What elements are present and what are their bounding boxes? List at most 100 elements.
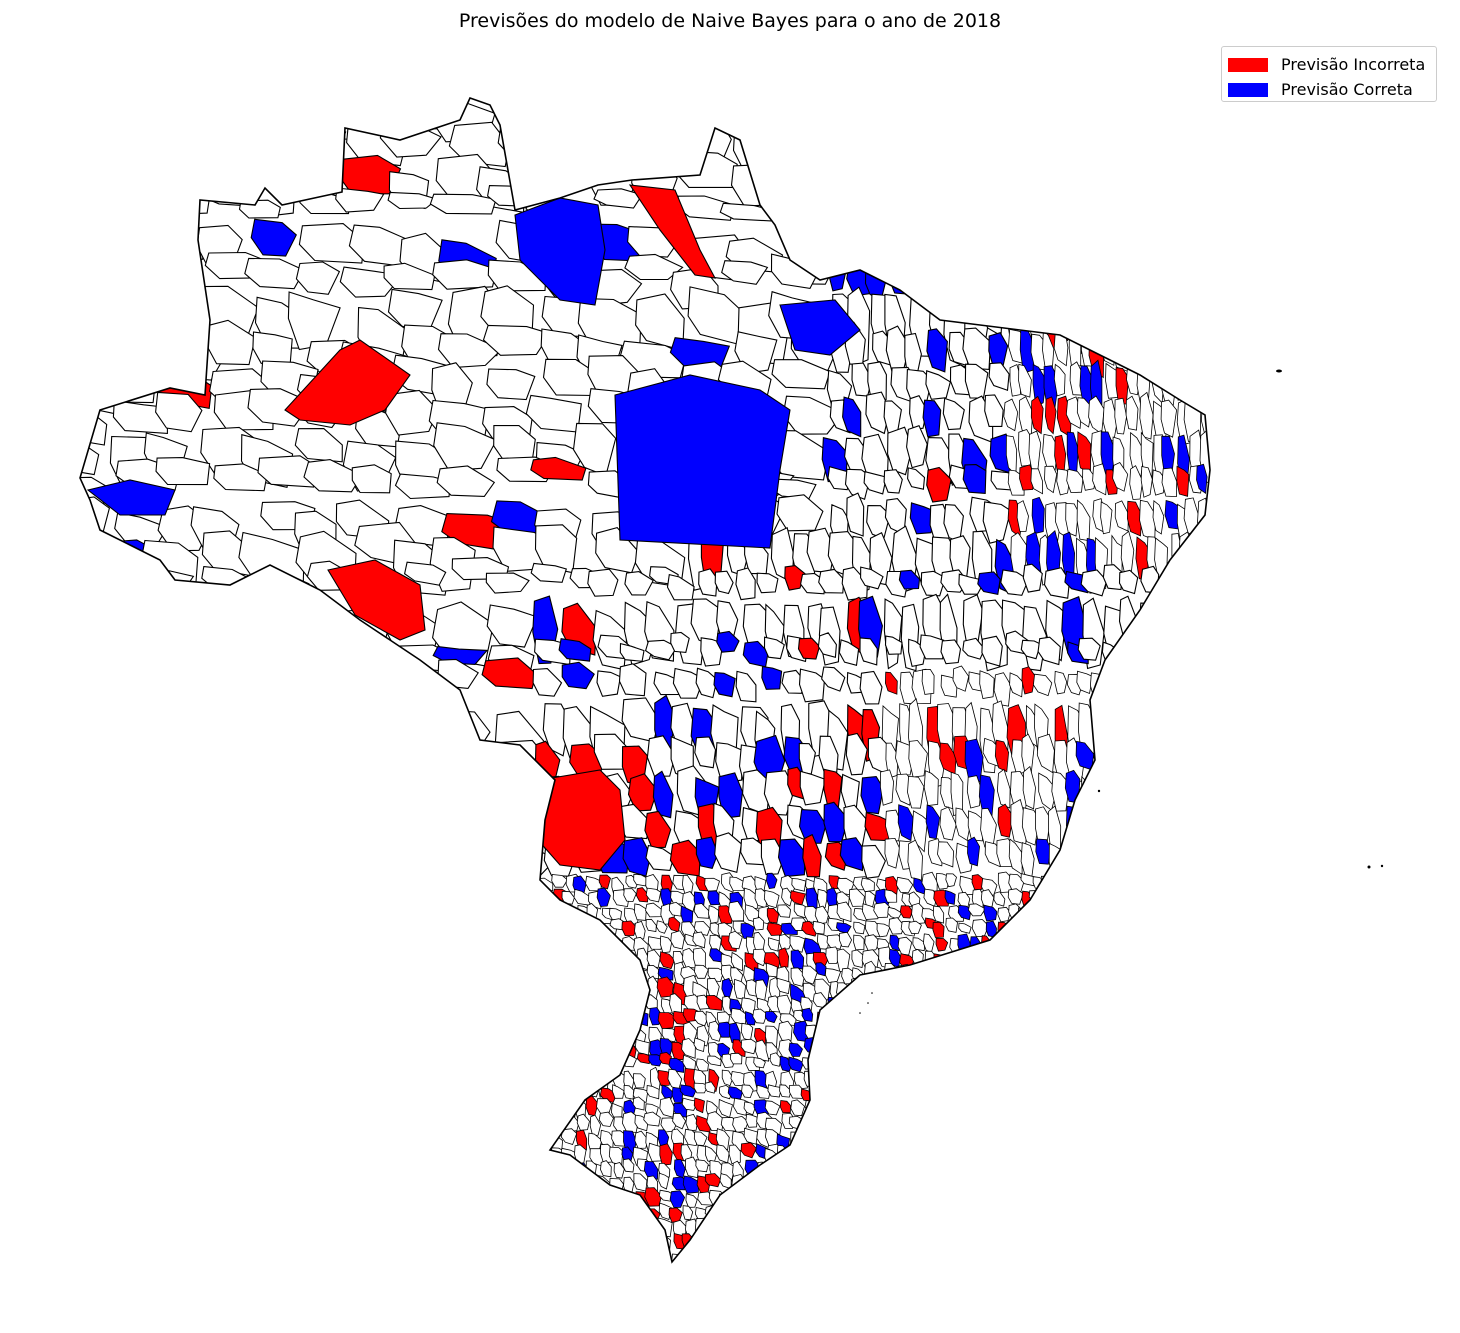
municipality: [872, 1027, 888, 1047]
municipality: [93, 921, 105, 934]
municipality: [436, 737, 480, 777]
municipality: [1008, 1234, 1025, 1254]
municipality: [1069, 1008, 1087, 1022]
municipality: [1066, 887, 1081, 906]
municipality: [925, 1251, 942, 1262]
municipality: [643, 1160, 659, 1180]
municipality: [1075, 1012, 1090, 1030]
municipality: [614, 374, 791, 549]
municipality: [1127, 98, 1140, 133]
municipality: [263, 995, 277, 1016]
municipality: [1175, 951, 1191, 968]
municipality: [1005, 1160, 1018, 1181]
municipality: [384, 1158, 400, 1181]
municipality: [596, 1205, 614, 1224]
municipality: [416, 1220, 429, 1244]
municipality: [864, 1249, 880, 1262]
municipality: [1044, 1041, 1059, 1057]
municipality: [1106, 63, 1117, 93]
municipality: [381, 1024, 393, 1040]
municipality: [391, 1086, 409, 1102]
municipality: [944, 1024, 958, 1044]
municipality: [298, 1068, 312, 1090]
municipality: [396, 1012, 409, 1029]
municipality: [80, 980, 84, 1004]
municipality: [1212, 366, 1227, 398]
municipality: [1042, 1221, 1054, 1238]
municipality: [359, 1235, 371, 1251]
municipality: [1037, 636, 1061, 666]
municipality: [516, 1189, 529, 1207]
municipality: [803, 1113, 815, 1131]
municipality: [1007, 921, 1022, 935]
municipality: [1200, 158, 1210, 197]
municipality: [1186, 62, 1198, 91]
municipality: [1029, 1159, 1041, 1181]
municipality: [500, 1113, 517, 1128]
municipality: [935, 1069, 949, 1088]
municipality: [80, 167, 126, 202]
municipality: [492, 901, 506, 921]
municipality: [312, 1118, 327, 1138]
municipality: [945, 1142, 960, 1160]
municipality: [1019, 1041, 1032, 1062]
municipality: [861, 1082, 873, 1095]
municipality: [621, 963, 639, 982]
municipality: [778, 1203, 794, 1222]
municipality: [1172, 1008, 1188, 1022]
municipality: [1163, 161, 1180, 198]
municipality: [1163, 1221, 1180, 1246]
municipality: [351, 464, 392, 494]
municipality: [814, 1207, 829, 1225]
municipality: [288, 742, 343, 783]
municipality: [1172, 919, 1191, 933]
municipality: [200, 993, 217, 1010]
municipality: [332, 1133, 347, 1152]
municipality: [1223, 1042, 1233, 1058]
municipality: [1009, 672, 1024, 698]
municipality: [214, 1099, 231, 1116]
municipality: [80, 998, 85, 1013]
municipality: [1197, 975, 1210, 999]
municipality: [443, 1220, 460, 1244]
municipality: [947, 1158, 962, 1177]
municipality: [704, 1081, 716, 1094]
municipality: [180, 1236, 197, 1254]
municipality: [852, 1037, 866, 1056]
municipality: [1018, 429, 1033, 467]
municipality: [105, 935, 121, 953]
municipality: [850, 1008, 867, 1021]
municipality: [947, 98, 974, 132]
municipality: [217, 1192, 232, 1207]
municipality: [226, 922, 239, 937]
municipality: [1166, 1249, 1180, 1262]
municipality: [333, 921, 350, 940]
municipality: [97, 1101, 111, 1118]
municipality: [1031, 1115, 1048, 1135]
municipality: [1020, 639, 1042, 660]
municipality: [1029, 1233, 1045, 1252]
municipality: [841, 197, 867, 222]
municipality: [1108, 733, 1126, 775]
municipality: [756, 1172, 773, 1191]
municipality: [1112, 461, 1129, 492]
municipality: [1151, 1237, 1164, 1254]
municipality: [1056, 1101, 1069, 1119]
legend-item-incorrect: Previsão Incorreta: [1228, 55, 1425, 74]
municipality: [1152, 1053, 1170, 1070]
municipality: [1136, 732, 1156, 782]
municipality: [167, 1202, 180, 1221]
municipality: [387, 762, 436, 802]
municipality: [1092, 1098, 1108, 1112]
municipality: [993, 1188, 1007, 1202]
municipality: [964, 363, 989, 399]
municipality: [238, 1143, 256, 1166]
municipality: [491, 963, 508, 980]
municipality: [840, 1087, 856, 1103]
municipality: [455, 1100, 472, 1121]
municipality: [861, 1221, 875, 1246]
municipality: [118, 932, 133, 952]
municipality: [1177, 1054, 1190, 1069]
municipality: [1022, 1189, 1037, 1209]
municipality: [888, 98, 909, 132]
